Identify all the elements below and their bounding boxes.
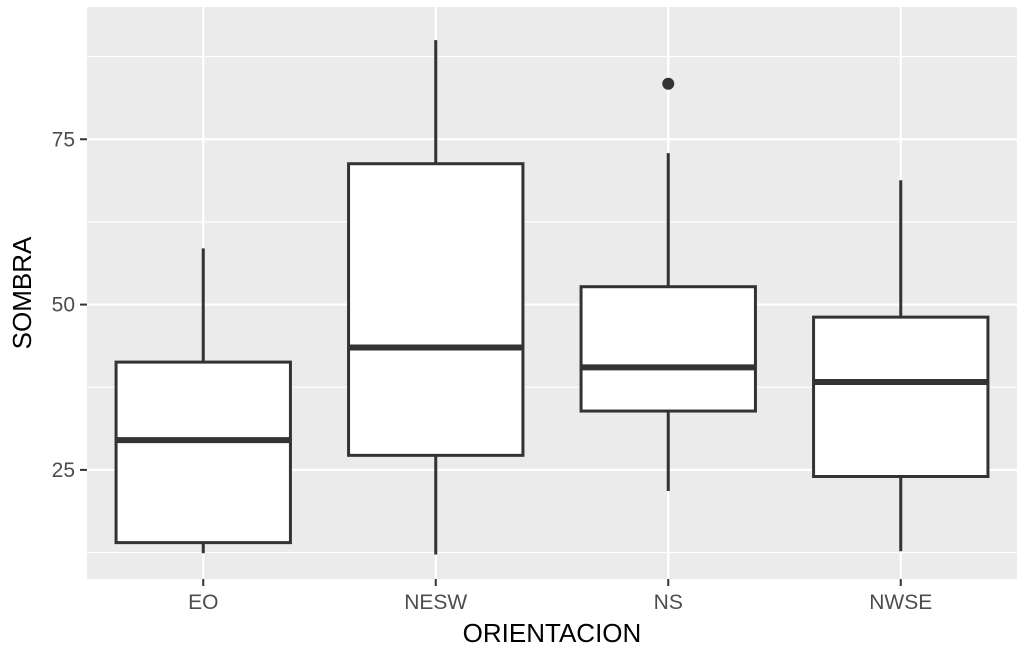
x-tick-label: NS [654,591,683,614]
outlier-point [662,77,675,90]
boxes [114,40,990,555]
y-axis: 25 50 75 [52,128,87,482]
y-tick-label: 75 [52,128,75,151]
box-ns [579,77,757,492]
iqr-box [812,315,990,479]
iqr-box [579,285,757,413]
x-tick-label: NWSE [869,591,932,614]
box-nwse [812,180,990,552]
iqr-box [114,360,292,545]
y-tick-label: 25 [52,459,75,482]
box-nesw [347,40,525,555]
x-tick-label: NESW [404,591,467,614]
y-axis-title: SOMBRA [7,236,37,349]
x-tick-label: EO [188,591,218,614]
x-axis: EO NESW NS NWSE [188,579,932,614]
y-tick-label: 50 [52,294,75,317]
box-eo [114,248,292,554]
x-axis-title: ORIENTACION [463,618,642,648]
iqr-box [347,162,525,457]
